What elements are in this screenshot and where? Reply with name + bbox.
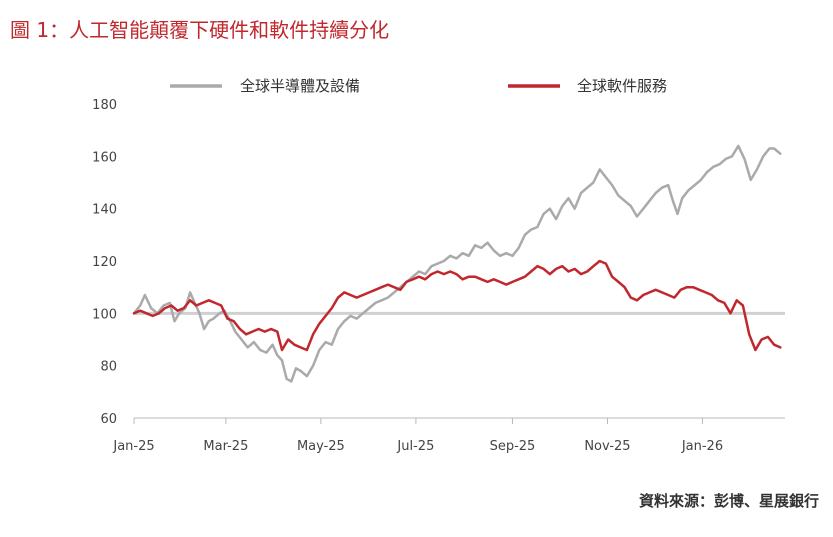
legend: 全球半導體及設備 全球軟件服務 — [170, 77, 667, 95]
x-axis: Jan-25 Mar-25 May-25 Jul-25 Sep-25 Nov-25 Jan-… — [112, 417, 785, 454]
y-tick-label: 60 — [100, 412, 117, 427]
x-tick-label: Nov-25 — [584, 439, 630, 454]
y-tick-label: 140 — [92, 203, 117, 218]
series-line-semiconductors — [132, 144, 782, 383]
x-tick-label: Jan-26 — [681, 439, 723, 454]
plot-area — [132, 144, 785, 383]
legend-label: 全球軟件服務 — [577, 77, 667, 95]
x-tick-label: Jul-25 — [396, 439, 434, 454]
y-axis: 60 80 100 120 140 160 180 — [92, 98, 117, 427]
source-note: 資料來源：彭博、星展銀行 — [638, 492, 819, 510]
legend-label: 全球半導體及設備 — [240, 77, 360, 95]
y-tick-label: 180 — [92, 98, 117, 113]
x-tick-label: Sep-25 — [490, 439, 536, 454]
y-tick-label: 100 — [92, 307, 117, 322]
y-tick-label: 120 — [92, 255, 117, 270]
line-chart: 全球半導體及設備 全球軟件服務 60 80 100 120 140 160 180 Jan-2… — [92, 77, 785, 454]
series-line-software — [132, 259, 782, 352]
chart-title: 圖 1：人工智能顛覆下硬件和軟件持續分化 — [10, 18, 390, 42]
x-tick-label: Jan-25 — [112, 439, 154, 454]
y-tick-label: 160 — [92, 150, 117, 165]
x-tick-label: May-25 — [297, 439, 345, 454]
y-tick-label: 80 — [100, 360, 117, 375]
x-tick-label: Mar-25 — [203, 439, 248, 454]
